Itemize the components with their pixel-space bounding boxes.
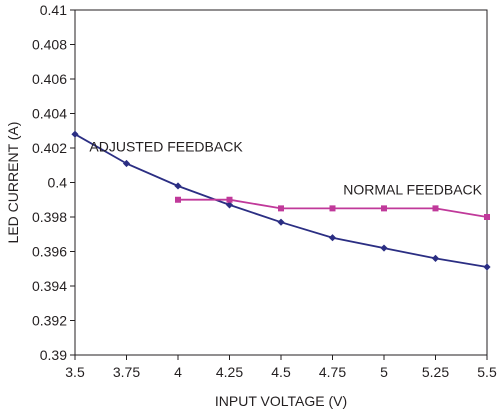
series-point-0: [122, 159, 131, 168]
series-label-normal-feedback: NORMAL FEEDBACK: [343, 182, 482, 198]
x-tick-label: 5: [380, 364, 388, 380]
y-tick-label: 0.406: [32, 71, 67, 87]
series-point-0: [71, 130, 79, 138]
series-point-1: [432, 205, 439, 212]
y-tick-label: 0.404: [32, 106, 67, 122]
plot-area-frame: [74, 9, 488, 356]
series-point-1: [226, 196, 233, 203]
series-point-1: [484, 214, 490, 220]
y-tick-label: 0.394: [32, 278, 67, 294]
series-point-1: [175, 196, 181, 203]
series-label-adjusted-feedback: ADJUSTED FEEDBACK: [89, 138, 243, 154]
x-tick-label: 4.75: [319, 364, 346, 380]
y-tick-label: 0.396: [32, 244, 67, 260]
series-point-0: [328, 234, 337, 242]
series-point-1: [381, 205, 387, 212]
y-axis-ticks: 0.39 0.392 0.394 0.396 0.398 0.4 0.402 0.404 0.4…: [32, 2, 75, 363]
y-tick-label: 0.39: [40, 347, 67, 363]
series-point-1: [329, 205, 336, 212]
x-axis-label: INPUT VOLTAGE (V): [215, 393, 347, 409]
series-point-0: [380, 244, 388, 252]
series-point-0: [277, 218, 285, 226]
y-tick-label: 0.392: [32, 313, 67, 329]
x-tick-label: 3.5: [65, 364, 85, 380]
series-point-0: [483, 263, 491, 271]
x-tick-label: 5.25: [422, 364, 449, 380]
y-tick-label: 0.398: [32, 209, 67, 225]
y-tick-label: 0.4: [48, 175, 68, 191]
y-tick-label: 0.408: [32, 37, 67, 53]
y-tick-label: 0.402: [32, 140, 67, 156]
x-tick-label: 4.25: [216, 364, 243, 380]
x-tick-label: 4: [174, 364, 182, 380]
series-point-1: [278, 205, 284, 212]
x-axis-ticks: 3.5 3.75 4 4.25 4.5 4.75 5 5.25 5.5: [65, 355, 497, 380]
y-tick-label: 0.41: [40, 2, 67, 18]
series-point-0: [174, 182, 182, 190]
series-point-0: [431, 254, 440, 262]
series-point-0: [225, 201, 234, 209]
y-axis-label: LED CURRENT (A): [5, 122, 21, 244]
series-layer: [71, 130, 491, 271]
x-tick-label: 3.75: [113, 364, 140, 380]
x-tick-label: 5.5: [477, 364, 497, 380]
x-tick-label: 4.5: [271, 364, 291, 380]
